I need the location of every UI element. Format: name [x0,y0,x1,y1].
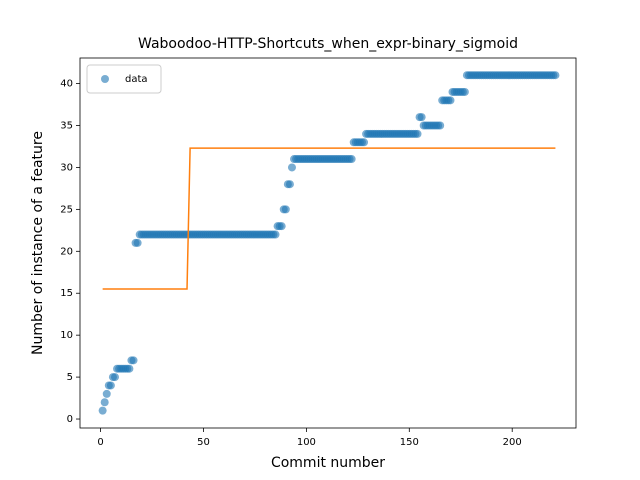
x-tick-label: 50 [197,437,210,448]
y-tick-label: 25 [60,204,73,215]
y-tick-label: 20 [60,246,73,257]
data-point [460,87,469,96]
axes-frame [79,57,577,429]
x-tick-label: 150 [400,437,419,448]
y-tick-label: 5 [67,372,73,383]
x-axis-label: Commit number [271,455,385,471]
x-tick-label: 0 [97,437,103,448]
y-tick-label: 0 [67,414,73,425]
data-point [129,356,138,365]
fit-line [102,147,556,290]
data-point [446,96,455,105]
data-point [285,180,294,189]
y-tick-label: 30 [60,162,73,173]
x-tick-label: 100 [297,437,316,448]
y-tick-label: 35 [60,121,73,132]
data-point [98,406,107,415]
data-point [110,373,119,382]
y-axis-label: Number of instance of a feature [30,131,46,355]
data-point [281,205,290,214]
data-point [277,222,286,231]
data-point [413,129,422,138]
data-point [102,389,111,398]
legend-label: data [125,74,148,85]
x-tick-label: 200 [503,437,522,448]
legend-marker [101,75,109,83]
data-point [551,71,560,80]
data-point [417,113,426,122]
data-point [271,230,280,239]
y-tick-label: 40 [60,79,73,90]
plot-area [98,71,560,415]
data-point [100,398,109,407]
data-point [133,238,142,247]
data-point [287,163,296,172]
legend-box [86,64,162,94]
chart-title: Waboodoo-HTTP-Shortcuts_when_expr-binary… [138,36,518,52]
y-tick-label: 10 [60,330,73,341]
y-tick-label: 15 [60,288,73,299]
data-point [347,155,356,164]
data-point [125,364,134,373]
data-point [436,121,445,130]
data-point [360,138,369,147]
data-point [106,381,115,390]
